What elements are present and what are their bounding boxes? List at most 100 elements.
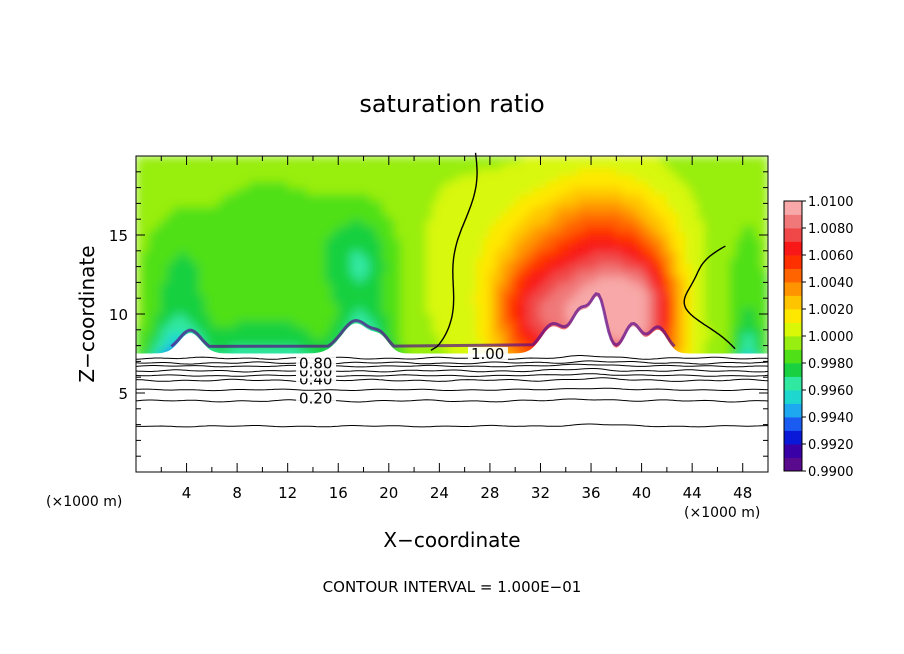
- field-cell: [678, 332, 687, 340]
- field-cell: [508, 300, 516, 309]
- field-cell: [419, 326, 428, 334]
- field-cell: [489, 275, 497, 283]
- field-cell: [565, 262, 573, 271]
- field-cell: [179, 224, 188, 233]
- field-cell: [476, 256, 485, 265]
- field-cell: [508, 262, 516, 271]
- field-cell: [438, 281, 447, 290]
- field-cell: [476, 288, 485, 296]
- field-cell: [141, 205, 150, 214]
- field-cell: [659, 256, 668, 265]
- field-cell: [356, 262, 365, 271]
- field-cell: [179, 275, 188, 283]
- field-cell: [185, 168, 194, 176]
- field-cell: [230, 338, 238, 347]
- field-cell: [223, 161, 232, 170]
- field-cell: [438, 237, 447, 246]
- field-cell: [659, 275, 668, 283]
- field-cell: [647, 319, 655, 328]
- field-cell: [495, 319, 504, 328]
- field-cell: [514, 256, 523, 265]
- field-cell: [369, 168, 377, 176]
- field-cell: [293, 199, 301, 208]
- field-cell: [546, 313, 554, 321]
- field-cell: [533, 161, 542, 170]
- field-cell: [729, 243, 737, 252]
- field-cell: [318, 262, 327, 271]
- field-cell: [704, 180, 712, 189]
- field-cell: [457, 180, 466, 189]
- field-cell: [716, 161, 725, 170]
- field-cell: [167, 288, 175, 296]
- field-cell: [179, 156, 188, 163]
- field-cell: [634, 313, 643, 321]
- field-cell: [167, 294, 175, 302]
- field-cell: [565, 161, 573, 170]
- field-cell: [337, 250, 346, 258]
- field-cell: [565, 156, 573, 163]
- field-cell: [217, 275, 226, 283]
- field-cell: [325, 161, 333, 170]
- field-cell: [546, 161, 554, 170]
- field-cell: [141, 307, 150, 315]
- field-cell: [242, 156, 251, 163]
- field-cell: [489, 281, 497, 290]
- field-cell: [666, 281, 674, 290]
- field-cell: [419, 156, 428, 163]
- field-cell: [413, 237, 421, 246]
- field-cell: [565, 187, 573, 195]
- field-cell: [729, 262, 737, 271]
- field-cell: [136, 275, 143, 283]
- field-cell: [268, 224, 276, 233]
- field-cell: [381, 307, 390, 315]
- field-cell: [558, 300, 567, 309]
- field-cell: [192, 161, 200, 170]
- field-cell: [274, 307, 282, 315]
- field-cell: [457, 345, 466, 353]
- field-cell: [514, 168, 523, 176]
- field-cell: [571, 243, 579, 252]
- field-cell: [723, 319, 731, 328]
- field-cell: [356, 224, 365, 233]
- field-cell: [615, 256, 624, 265]
- field-cell: [242, 180, 251, 189]
- field-cell: [287, 199, 295, 208]
- field-cell: [457, 199, 466, 208]
- field-cell: [274, 294, 282, 302]
- field-cell: [287, 161, 295, 170]
- field-cell: [388, 187, 396, 195]
- field-cell: [672, 307, 681, 315]
- field-cell: [369, 319, 377, 328]
- field-cell: [419, 345, 428, 353]
- field-cell: [249, 243, 257, 252]
- field-cell: [634, 212, 643, 220]
- field-cell: [723, 243, 731, 252]
- field-cell: [141, 332, 150, 340]
- field-cell: [173, 288, 181, 296]
- field-cell: [198, 256, 207, 265]
- field-cell: [173, 313, 181, 321]
- field-cell: [445, 168, 453, 176]
- field-cell: [274, 338, 282, 347]
- field-cell: [375, 313, 384, 321]
- field-cell: [167, 262, 175, 271]
- colorbar-swatch: [784, 336, 802, 350]
- field-cell: [312, 256, 320, 265]
- field-cell: [198, 275, 207, 283]
- field-cell: [167, 313, 175, 321]
- field-cell: [280, 269, 289, 277]
- field-cell: [394, 243, 403, 252]
- field-cell: [249, 237, 257, 246]
- field-cell: [148, 187, 156, 195]
- field-cell: [483, 281, 491, 290]
- field-cell: [299, 275, 308, 283]
- field-cell: [394, 300, 403, 309]
- field-cell: [691, 294, 700, 302]
- field-cell: [337, 256, 346, 265]
- field-cell: [552, 224, 561, 233]
- field-cell: [381, 161, 390, 170]
- field-cell: [312, 212, 320, 220]
- field-cell: [609, 180, 617, 189]
- field-cell: [678, 243, 687, 252]
- field-cell: [489, 168, 497, 176]
